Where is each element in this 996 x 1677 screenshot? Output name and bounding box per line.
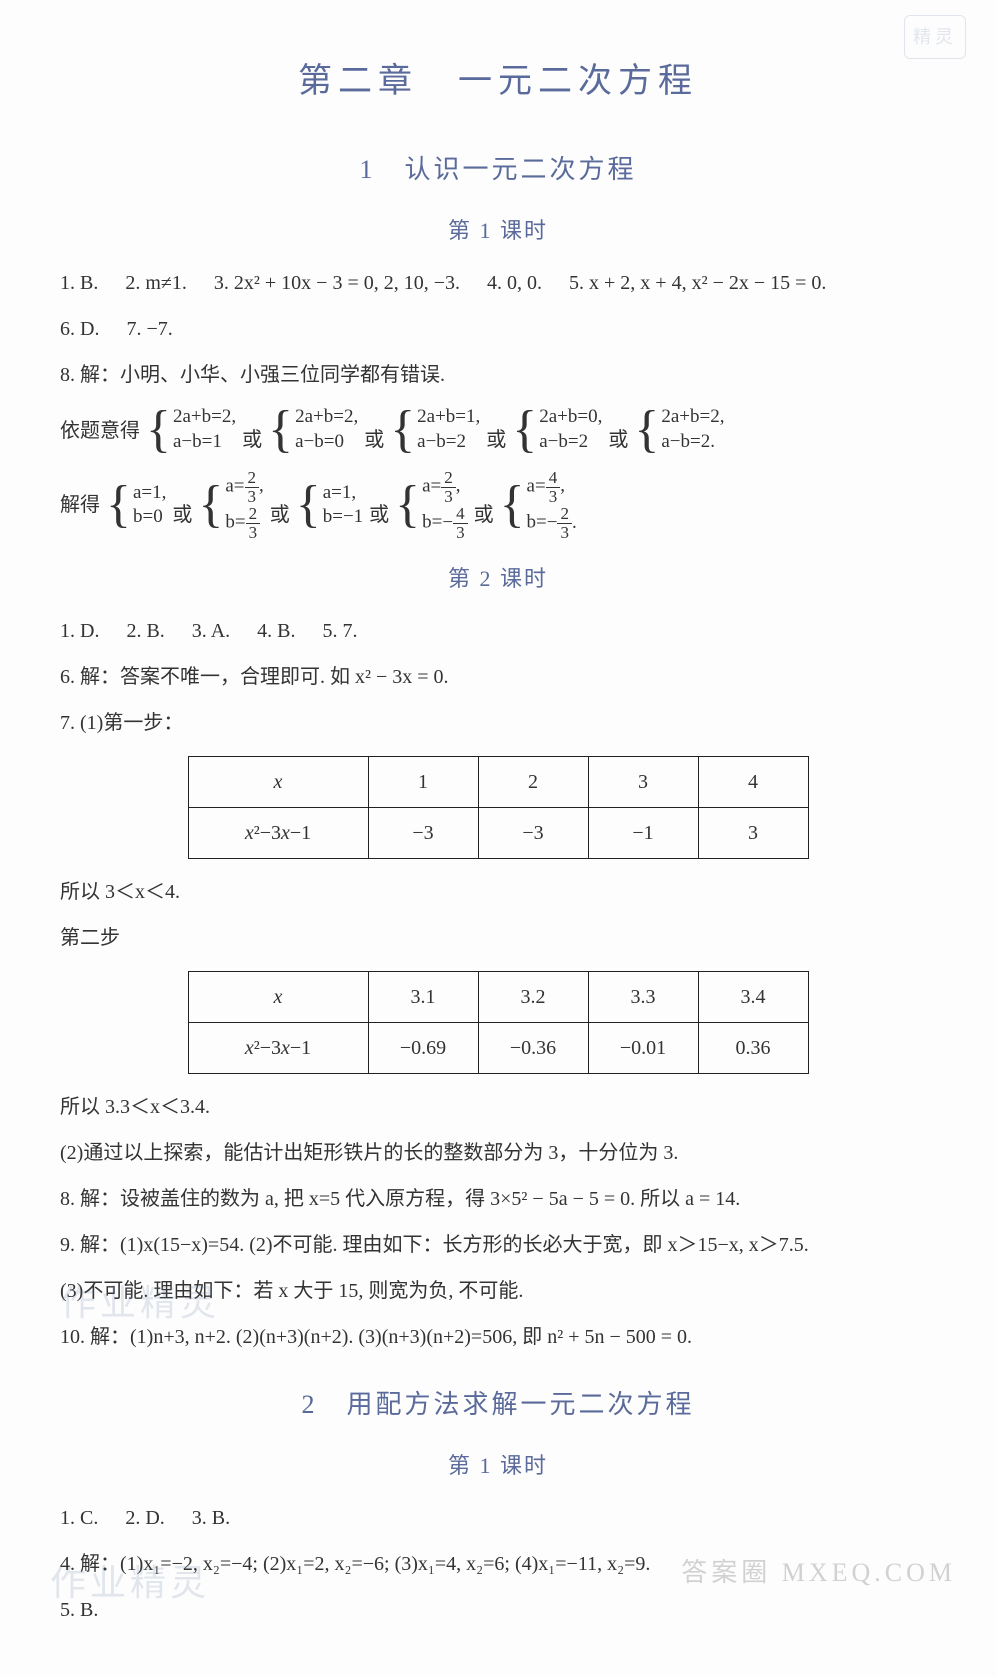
q8-solve-prefix: 解得 [60, 486, 100, 524]
conj-or: 或 [264, 504, 296, 526]
equation-system: {2a+b=0,a−b=2 [512, 404, 602, 456]
equation-system: {2a+b=1,a−b=2 [390, 404, 480, 456]
table-cell: −1 [588, 807, 698, 858]
q7-intro: 7. (1)第一步： [60, 704, 936, 742]
equation-system: {2a+b=2,a−b=2. [634, 404, 724, 456]
l1-row1: 1. B. 2. m≠1. 3. 2x² + 10x − 3 = 0, 2, 1… [60, 264, 936, 302]
ans: 2. B. [126, 620, 164, 642]
table-cell: 3 [698, 807, 808, 858]
ans: 1. B. [60, 272, 98, 294]
conj-or: 或 [602, 429, 634, 451]
table-cell: x²−3x−1 [188, 1022, 368, 1073]
table-cell: 3 [588, 756, 698, 807]
table-cell: 2 [478, 756, 588, 807]
ans: 3. B. [192, 1507, 230, 1529]
ans: 4. B. [257, 620, 295, 642]
solution-system: {a=1,b=0 [106, 479, 166, 531]
q8-prefix: 依题意得 [60, 412, 140, 450]
s2-q4: 4. 解：(1)x₁=−2, x₂=−4; (2)x₁=2, x₂=−6; (3… [60, 1545, 936, 1583]
ans: 3. A. [192, 620, 230, 642]
table-step2: x3.13.23.33.4 x²−3x−1−0.69−0.36−0.010.36 [188, 971, 809, 1074]
table-cell: x²−3x−1 [188, 807, 368, 858]
s2-lesson1-heading: 第 1 课时 [60, 1445, 936, 1487]
solution-system: {a=43,b=−23. [500, 469, 577, 542]
table-cell: −3 [478, 807, 588, 858]
equation-system: {2a+b=2,a−b=1 [146, 404, 236, 456]
q9: 9. 解：(1)x(15−x)=54. (2)不可能. 理由如下：长方形的长必大… [60, 1226, 936, 1264]
conj-or: 或 [236, 429, 268, 451]
q8-systems-row: 依题意得 {2a+b=2,a−b=1或{2a+b=2,a−b=0或{2a+b=1… [60, 404, 936, 459]
solution-system: {a=23,b=23 [198, 469, 263, 542]
ans: 2. m≠1. [125, 272, 187, 294]
table-cell: x [188, 756, 368, 807]
table-cell: 3.2 [478, 971, 588, 1022]
ans: 1. C. [60, 1507, 98, 1529]
lesson2-heading: 第 2 课时 [60, 558, 936, 600]
ans: 3. 2x² + 10x − 3 = 0, 2, 10, −3. [214, 272, 460, 294]
q7-2: (2)通过以上探索，能估计出矩形铁片的长的整数部分为 3，十分位为 3. [60, 1134, 936, 1172]
section1-title: 1 认识一元二次方程 [60, 145, 936, 194]
table-cell: 1 [368, 756, 478, 807]
ans: 5. x + 2, x + 4, x² − 2x − 15 = 0. [569, 272, 826, 294]
q9b: (3)不可能. 理由如下：若 x 大于 15, 则宽为负, 不可能. [60, 1272, 936, 1310]
solution-system: {a=1,b=−1 [296, 479, 363, 531]
table-cell: 0.36 [698, 1022, 808, 1073]
table-cell: −0.01 [588, 1022, 698, 1073]
table-cell: x [188, 971, 368, 1022]
ans: 4. 0, 0. [487, 272, 542, 294]
s2-l1-row1: 1. C. 2. D. 3. B. [60, 1499, 936, 1537]
table-cell: −0.36 [478, 1022, 588, 1073]
q8b: 8. 解：设被盖住的数为 a, 把 x=5 代入原方程，得 3×5² − 5a … [60, 1180, 936, 1218]
table-cell: 3.3 [588, 971, 698, 1022]
conj-or: 或 [166, 504, 198, 526]
conj-or: 或 [363, 504, 395, 526]
ans: 2. D. [125, 1507, 164, 1529]
solution-system: {a=23,b=−43 [395, 469, 467, 542]
q7-r2: 所以 3.3＜x＜3.4. [60, 1088, 936, 1126]
s2-q5: 5. B. [60, 1591, 936, 1629]
l1-row2: 6. D. 7. −7. [60, 310, 936, 348]
conj-or: 或 [468, 504, 500, 526]
ans: 1. D. [60, 620, 99, 642]
conj-or: 或 [358, 429, 390, 451]
conj-or: 或 [480, 429, 512, 451]
section2-title: 2 用配方法求解一元二次方程 [60, 1380, 936, 1429]
table-cell: 3.4 [698, 971, 808, 1022]
chapter-title: 第二章 一元二次方程 [60, 50, 936, 115]
ans: 6. D. [60, 318, 99, 340]
q7-step2: 第二步 [60, 919, 936, 957]
q6: 6. 解：答案不唯一，合理即可. 如 x² − 3x = 0. [60, 658, 936, 696]
table-step1: x1234x²−3x−1−3−3−13 [188, 756, 809, 859]
ans: 7. −7. [126, 318, 172, 340]
lesson1-heading: 第 1 课时 [60, 210, 936, 252]
q7-r1: 所以 3＜x＜4. [60, 873, 936, 911]
table-cell: 4 [698, 756, 808, 807]
ans: 5. 7. [322, 620, 357, 642]
equation-system: {2a+b=2,a−b=0 [268, 404, 358, 456]
table-cell: 3.1 [368, 971, 478, 1022]
q8-solutions-row: 解得 {a=1,b=0或{a=23,b=23或{a=1,b=−1或{a=23,b… [60, 469, 936, 542]
q10: 10. 解：(1)n+3, n+2. (2)(n+3)(n+2). (3)(n+… [60, 1318, 936, 1356]
q8-intro: 8. 解：小明、小华、小强三位同学都有错误. [60, 356, 936, 394]
table-cell: −0.69 [368, 1022, 478, 1073]
l2-row1: 1. D. 2. B. 3. A. 4. B. 5. 7. [60, 612, 936, 650]
table-cell: −3 [368, 807, 478, 858]
